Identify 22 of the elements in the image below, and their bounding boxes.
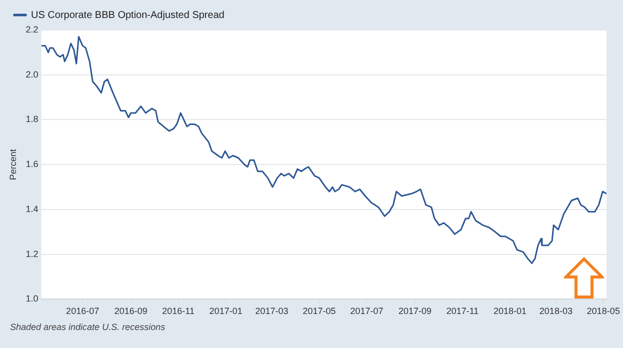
x-tick-label: 2016-11 [162,306,195,316]
x-tick-label: 2017-07 [350,306,384,316]
x-tick-label: 2017-09 [398,306,432,316]
x-tick-label: 2016-07 [66,306,100,316]
legend-label: US Corporate BBB Option-Adjusted Spread [31,10,224,21]
x-tick-label: 2016-09 [114,306,148,316]
x-tick-label: 2017-11 [446,306,479,316]
y-tick-label: 2.2 [26,24,38,34]
y-axis-title: Percent [8,148,18,180]
x-tick-label: 2018-05 [586,306,620,316]
y-tick-label: 2.0 [26,69,38,80]
y-tick-label: 1.8 [26,114,38,124]
text: Shaded areas indicate U.S. recessions [10,322,166,332]
x-tick-label: 2017-05 [302,306,336,316]
x-tick-label: 2017-03 [255,306,288,316]
y-tick-label: 1.4 [26,204,38,214]
x-tick-label: 2017-01 [209,306,242,316]
y-tick-label: 1.6 [26,159,38,170]
x-tick-label: 2018-01 [493,306,527,316]
x-tick-label: 2018-03 [539,306,572,316]
y-tick-label: 1.0 [26,294,38,304]
y-tick-label: 1.2 [26,248,38,259]
